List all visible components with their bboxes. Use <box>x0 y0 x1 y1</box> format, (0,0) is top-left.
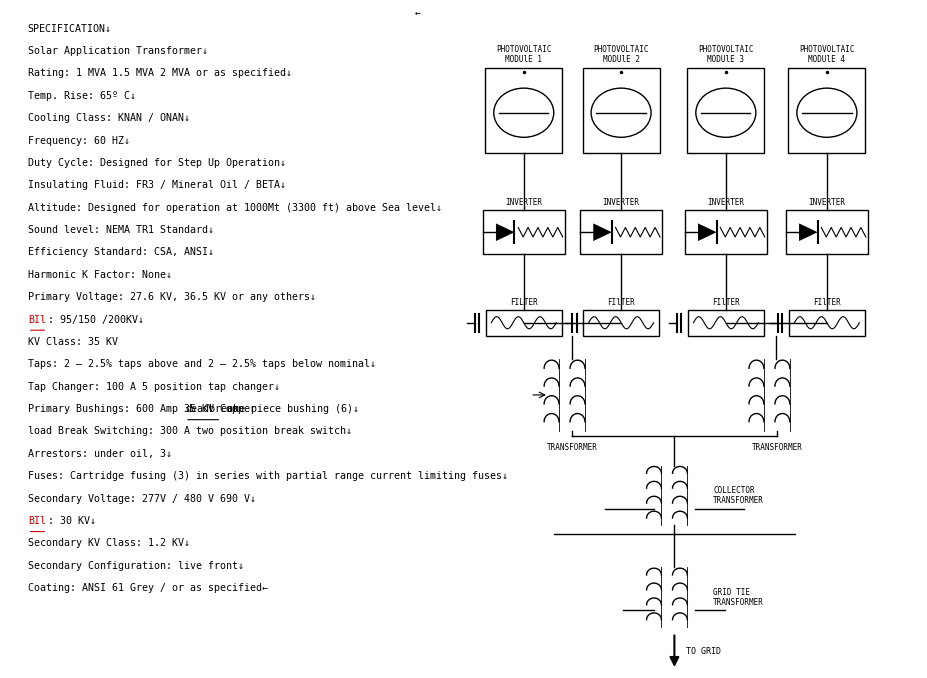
Bar <box>688 310 764 336</box>
Ellipse shape <box>696 88 756 138</box>
Text: ←: ← <box>414 8 420 18</box>
Text: one piece bushing (6)↓: one piece bushing (6)↓ <box>222 404 360 414</box>
Polygon shape <box>698 224 717 241</box>
Text: TRANSFORMER: TRANSFORMER <box>547 443 597 452</box>
Text: Primary Voltage: 27.6 KV, 36.5 KV or any others↓: Primary Voltage: 27.6 KV, 36.5 KV or any… <box>28 292 316 302</box>
Text: KV Class: 35 KV: KV Class: 35 KV <box>28 337 118 347</box>
Ellipse shape <box>797 88 857 138</box>
Text: FIlTER: FIlTER <box>712 298 740 307</box>
Text: PHOTOVOLTAIC
MODUlE 1: PHOTOVOLTAIC MODUlE 1 <box>496 45 552 64</box>
Text: Taps: 2 – 2.5% taps above and 2 – 2.5% taps below nominal↓: Taps: 2 – 2.5% taps above and 2 – 2.5% t… <box>28 359 375 370</box>
Text: FIlTER: FIlTER <box>813 298 841 307</box>
Bar <box>580 210 662 254</box>
Polygon shape <box>496 224 514 241</box>
Text: load Break Switching: 300 A two position break switch↓: load Break Switching: 300 A two position… <box>28 426 352 437</box>
Text: Primary Bushings: 600 Amp 35 KV Copper: Primary Bushings: 600 Amp 35 KV Copper <box>28 404 261 414</box>
Text: PHOTOVOLTAIC
MODUlE 3: PHOTOVOLTAIC MODUlE 3 <box>698 45 754 64</box>
Text: Harmonic K Factor: None↓: Harmonic K Factor: None↓ <box>28 270 171 280</box>
Text: BIl: BIl <box>28 516 45 526</box>
Polygon shape <box>799 224 818 241</box>
Text: Efficiency Standard: CSA, ANSI↓: Efficiency Standard: CSA, ANSI↓ <box>28 247 214 258</box>
Bar <box>486 68 562 153</box>
Text: INVERTER: INVERTER <box>808 199 845 207</box>
Text: Tap Changer: 100 A 5 position tap changer↓: Tap Changer: 100 A 5 position tap change… <box>28 382 280 392</box>
Text: BIl: BIl <box>28 315 45 325</box>
Text: Cooling Class: KNAN / ONAN↓: Cooling Class: KNAN / ONAN↓ <box>28 113 190 123</box>
Text: Insulating Fluid: FR3 / Mineral Oil / BETA↓: Insulating Fluid: FR3 / Mineral Oil / BE… <box>28 180 286 191</box>
Bar <box>486 310 562 336</box>
Text: TRANSFORMER: TRANSFORMER <box>752 443 802 452</box>
Bar <box>687 68 764 153</box>
Text: FILTER: FILTER <box>510 298 538 307</box>
Polygon shape <box>593 224 612 241</box>
Text: Fuses: Cartridge fusing (3) in series with partial range current limiting fuses↓: Fuses: Cartridge fusing (3) in series wi… <box>28 471 508 481</box>
Text: Temp. Rise: 65º C↓: Temp. Rise: 65º C↓ <box>28 91 136 101</box>
Text: COLLECTOR
TRANSFORMER: COLLECTOR TRANSFORMER <box>714 486 764 505</box>
Bar <box>685 210 767 254</box>
Text: : 30 KV↓: : 30 KV↓ <box>48 516 96 526</box>
Text: INVERTER: INVERTER <box>707 199 744 207</box>
Text: Rating: 1 MVA 1.5 MVA 2 MVA or as specified↓: Rating: 1 MVA 1.5 MVA 2 MVA or as specif… <box>28 68 292 79</box>
Text: Secondary KV Class: 1.2 KV↓: Secondary KV Class: 1.2 KV↓ <box>28 538 190 549</box>
Text: PHOTOVOLTAIC
MODUlE 2: PHOTOVOLTAIC MODUlE 2 <box>593 45 649 64</box>
Text: Duty Cycle: Designed for Step Up Operation↓: Duty Cycle: Designed for Step Up Operati… <box>28 158 286 168</box>
Ellipse shape <box>591 88 651 138</box>
Text: Coating: ANSI 61 Grey / or as specified←: Coating: ANSI 61 Grey / or as specified← <box>28 583 268 593</box>
Text: Secondary Voltage: 277V / 480 V 690 V↓: Secondary Voltage: 277V / 480 V 690 V↓ <box>28 494 256 504</box>
Text: Altitude: Designed for operation at 1000Mt (3300 ft) above Sea level↓: Altitude: Designed for operation at 1000… <box>28 203 442 213</box>
Text: Sound level: NEMA TR1 Standard↓: Sound level: NEMA TR1 Standard↓ <box>28 225 214 235</box>
Text: GRID TIE
TRANSFORMER: GRID TIE TRANSFORMER <box>714 588 764 607</box>
Text: SPECIFICATION↓: SPECIFICATION↓ <box>28 24 112 34</box>
Ellipse shape <box>494 88 553 138</box>
Text: Secondary Configuration: live front↓: Secondary Configuration: live front↓ <box>28 561 244 571</box>
Text: PHOTOVOLTAIC
MODUlE 4: PHOTOVOLTAIC MODUlE 4 <box>799 45 855 64</box>
Bar <box>583 310 659 336</box>
Text: Solar Application Transformer↓: Solar Application Transformer↓ <box>28 46 208 56</box>
Text: INVERTER: INVERTER <box>505 199 542 207</box>
Text: TO GRID: TO GRID <box>686 647 720 656</box>
Text: Frequency: 60 HZ↓: Frequency: 60 HZ↓ <box>28 136 130 146</box>
Text: deadbreak: deadbreak <box>185 404 239 414</box>
Bar <box>483 210 565 254</box>
Text: Arrestors: under oil, 3↓: Arrestors: under oil, 3↓ <box>28 449 171 459</box>
Bar <box>789 310 865 336</box>
Text: FIlTER: FIlTER <box>607 298 635 307</box>
Bar <box>582 68 659 153</box>
Bar <box>786 210 868 254</box>
Bar <box>788 68 865 153</box>
Text: : 95/150 /200KV↓: : 95/150 /200KV↓ <box>48 315 145 325</box>
Text: INVERTER: INVERTER <box>603 199 640 207</box>
